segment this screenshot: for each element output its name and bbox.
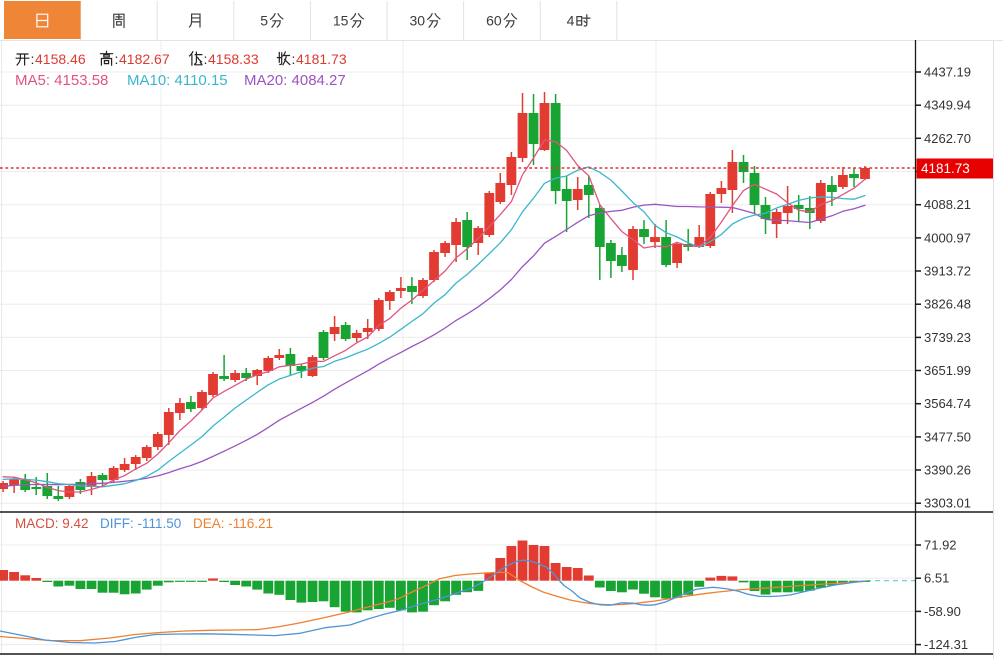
svg-text:4158.46: 4158.46 xyxy=(35,51,86,67)
svg-text:3913.72: 3913.72 xyxy=(924,264,971,279)
svg-text::: : xyxy=(31,51,35,67)
svg-text:3739.23: 3739.23 xyxy=(924,330,971,345)
svg-text:3390.26: 3390.26 xyxy=(924,463,971,478)
svg-text:30: 30 xyxy=(410,13,426,29)
svg-text:3477.50: 3477.50 xyxy=(924,429,971,444)
svg-text::: : xyxy=(292,51,296,67)
svg-text:15: 15 xyxy=(333,13,349,29)
svg-text:4437.19: 4437.19 xyxy=(924,65,971,80)
svg-text:4181.73: 4181.73 xyxy=(921,161,970,176)
svg-text:3651.99: 3651.99 xyxy=(924,363,971,378)
svg-text:4181.73: 4181.73 xyxy=(296,51,347,67)
svg-text:5: 5 xyxy=(260,13,268,29)
svg-text:DEA: -116.21: DEA: -116.21 xyxy=(193,516,273,531)
svg-text:4: 4 xyxy=(567,13,575,29)
svg-text:4158.33: 4158.33 xyxy=(208,51,259,67)
svg-text:3564.74: 3564.74 xyxy=(924,396,971,411)
svg-text:4182.67: 4182.67 xyxy=(119,51,170,67)
svg-text:-58.90: -58.90 xyxy=(924,604,961,619)
svg-text:3303.01: 3303.01 xyxy=(924,496,971,511)
svg-text::: : xyxy=(115,51,119,67)
svg-text:4000.97: 4000.97 xyxy=(924,230,971,245)
svg-text:71.92: 71.92 xyxy=(924,538,957,553)
svg-text:4349.94: 4349.94 xyxy=(924,98,971,113)
svg-text:MACD: 9.42: MACD: 9.42 xyxy=(15,516,89,531)
svg-text:6.51: 6.51 xyxy=(924,571,949,586)
svg-text:MA5: 4153.58: MA5: 4153.58 xyxy=(15,72,108,89)
svg-text:-124.31: -124.31 xyxy=(924,637,968,652)
svg-text::: : xyxy=(204,51,208,67)
svg-text:MA20: 4084.27: MA20: 4084.27 xyxy=(244,72,346,89)
svg-text:3826.48: 3826.48 xyxy=(924,297,971,312)
svg-text:60: 60 xyxy=(486,13,502,29)
svg-text:4088.21: 4088.21 xyxy=(924,197,971,212)
svg-text:MA10: 4110.15: MA10: 4110.15 xyxy=(127,72,228,89)
svg-text:DIFF: -111.50: DIFF: -111.50 xyxy=(100,516,181,531)
svg-text:4262.70: 4262.70 xyxy=(924,131,971,146)
